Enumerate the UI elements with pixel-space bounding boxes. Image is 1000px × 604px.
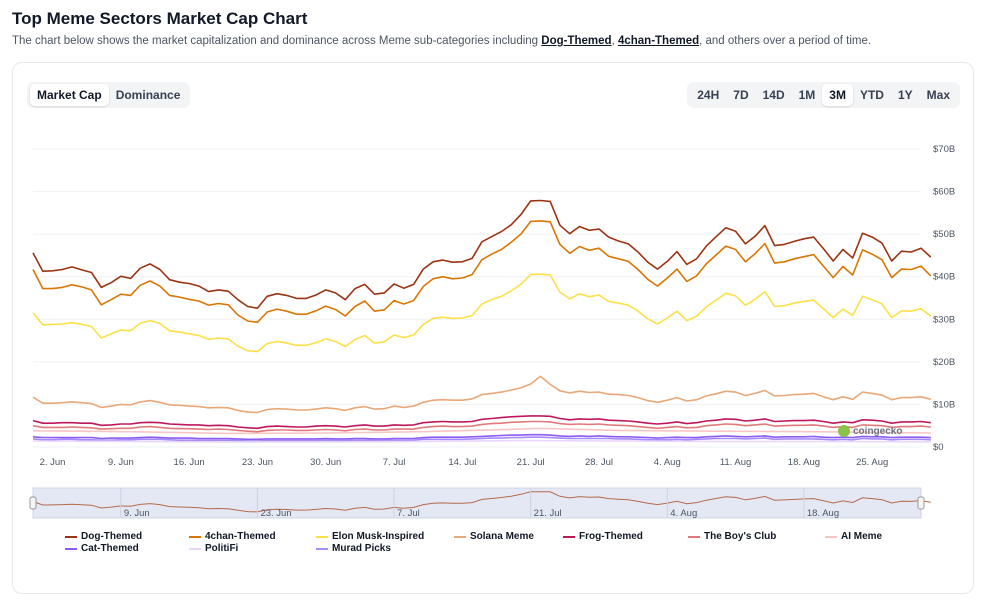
- subtitle-suffix: , and others over a period of time.: [699, 35, 872, 47]
- range-1m[interactable]: 1M: [798, 88, 816, 102]
- legend-label: The Boy's Club: [704, 531, 777, 542]
- market-cap-chart[interactable]: $0 $10B $20B $30B $40B $50B $60B $70B 2. Jun 9. J…: [13, 63, 973, 593]
- y-tick-label: $0: [933, 442, 944, 453]
- legend-item[interactable]: Dog-Themed: [65, 531, 142, 542]
- y-tick-label: $20B: [933, 357, 955, 368]
- navigator-tick-label: 18. Aug: [807, 508, 839, 519]
- page-subtitle: The chart below shows the market capital…: [12, 35, 871, 47]
- range-1y[interactable]: 1Y: [897, 88, 913, 102]
- subtitle-prefix: The chart below shows the market capital…: [12, 35, 542, 47]
- series-line-politifi: [32, 439, 931, 443]
- series-line-elon-musk-inspired: [32, 273, 932, 353]
- x-tick-label: 11. Aug: [720, 457, 752, 468]
- legend-swatch: [316, 535, 328, 538]
- legend-swatch: [189, 535, 201, 538]
- navigator-handle-left[interactable]: [29, 496, 37, 510]
- metric-toggle: Market Cap Dominance: [27, 82, 191, 108]
- legend-label: PolitiFi: [205, 543, 239, 554]
- series-line-frog-themed: [32, 415, 931, 430]
- series-line-ai-meme: [32, 427, 931, 435]
- y-tick-label: $10B: [933, 399, 955, 410]
- y-tick-label: $50B: [933, 229, 955, 240]
- x-tick-label: 9. Jun: [108, 457, 134, 468]
- navigator-tick-label: 23. Jun: [260, 508, 291, 519]
- x-tick-label: 23. Jun: [242, 457, 273, 468]
- legend-label: Solana Meme: [470, 531, 534, 542]
- legend-item[interactable]: Solana Meme: [454, 531, 534, 542]
- link-4chan-themed[interactable]: 4chan-Themed: [617, 35, 700, 47]
- navigator-tick-label: 7. Jul: [397, 508, 420, 519]
- legend-label: Murad Picks: [332, 543, 391, 554]
- page-title: Top Meme Sectors Market Cap Chart: [12, 9, 308, 28]
- x-tick-label: 14. Jul: [448, 457, 476, 468]
- legend-label: AI Meme: [841, 531, 883, 542]
- tab-dominance[interactable]: Dominance: [115, 88, 181, 102]
- series-line-murad-picks: [32, 436, 931, 442]
- navigator-series-line: [32, 491, 931, 513]
- legend-item[interactable]: PolitiFi: [189, 543, 238, 554]
- x-tick-label: 25. Aug: [856, 457, 888, 468]
- x-tick-label: 30. Jun: [310, 457, 341, 468]
- legend-label: Frog-Themed: [579, 531, 643, 542]
- navigator-tick-label: 9. Jun: [124, 508, 150, 519]
- legend-item[interactable]: Frog-Themed: [563, 531, 643, 542]
- series-line-cat-themed: [32, 433, 931, 441]
- legend-swatch: [189, 547, 201, 550]
- legend-swatch: [563, 535, 575, 538]
- subtitle-separator: ,: [611, 35, 618, 47]
- series-line-4chan-themed: [32, 220, 932, 324]
- legend-label: Elon Musk-Inspired: [332, 531, 425, 542]
- legend-swatch: [688, 535, 700, 538]
- x-tick-label: 28. Jul: [585, 457, 613, 468]
- coingecko-logo-icon: [838, 425, 850, 437]
- x-tick-label: 21. Jul: [517, 457, 545, 468]
- legend-label: 4chan-Themed: [205, 531, 276, 542]
- series-line-solana-meme: [32, 375, 931, 414]
- navigator-background: [32, 487, 922, 519]
- navigator-tick-label: 21. Jul: [534, 508, 562, 519]
- legend-swatch: [65, 547, 77, 550]
- y-tick-label: $40B: [933, 272, 955, 283]
- legend-swatch: [454, 535, 466, 538]
- link-dog-themed[interactable]: Dog-Themed: [541, 35, 612, 47]
- legend-item[interactable]: The Boy's Club: [688, 531, 776, 542]
- x-tick-label: 16. Jun: [174, 457, 205, 468]
- range-ytd[interactable]: YTD: [859, 88, 884, 102]
- legend-item[interactable]: AI Meme: [825, 531, 882, 542]
- range-selector: 24H 7D 14D 1M 3M YTD 1Y Max: [687, 82, 960, 108]
- range-7d[interactable]: 7D: [733, 88, 749, 102]
- tab-market-cap[interactable]: Market Cap: [30, 84, 109, 106]
- x-tick-label: 2. Jun: [40, 457, 66, 468]
- range-14d[interactable]: 14D: [762, 88, 785, 102]
- range-24h[interactable]: 24H: [697, 88, 720, 102]
- legend-item[interactable]: Cat-Themed: [65, 543, 139, 554]
- legend-item[interactable]: 4chan-Themed: [189, 531, 276, 542]
- legend-label: Cat-Themed: [81, 543, 139, 554]
- legend-swatch: [316, 547, 328, 550]
- legend-item[interactable]: Elon Musk-Inspired: [316, 531, 424, 542]
- range-3m[interactable]: 3M: [822, 84, 853, 106]
- legend-swatch: [65, 535, 77, 538]
- x-tick-label: 18. Aug: [788, 457, 820, 468]
- x-tick-label: 4. Aug: [654, 457, 681, 468]
- y-tick-label: $70B: [933, 144, 955, 155]
- watermark-text: coingecko: [853, 426, 902, 437]
- y-tick-label: $60B: [933, 187, 955, 198]
- legend-item[interactable]: Murad Picks: [316, 543, 391, 554]
- series-line-the-boy-s-club: [32, 420, 931, 433]
- navigator-handle-right[interactable]: [917, 496, 925, 510]
- x-tick-label: 7. Jul: [383, 457, 406, 468]
- navigator-tick-label: 4. Aug: [670, 508, 697, 519]
- legend-swatch: [825, 535, 837, 538]
- chart-card: Market Cap Dominance 24H 7D 14D 1M 3M YT…: [12, 62, 974, 594]
- legend-label: Dog-Themed: [81, 531, 143, 542]
- y-tick-label: $30B: [933, 314, 955, 325]
- range-max[interactable]: Max: [926, 88, 950, 102]
- series-line-dog-themed: [32, 199, 932, 309]
